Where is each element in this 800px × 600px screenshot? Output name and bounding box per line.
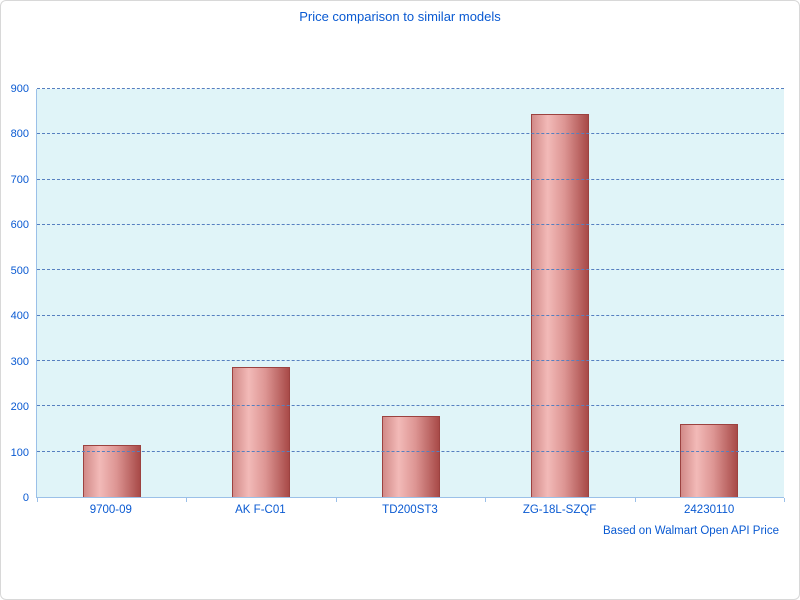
x-axis-label: AK F-C01 <box>235 504 286 516</box>
x-axis-label: TD200ST3 <box>382 504 438 516</box>
gridline <box>37 269 784 271</box>
gridline <box>37 133 784 135</box>
y-axis-labels: 0 100 200 300 400 500 600 700 800 900 <box>1 83 31 504</box>
x-axis-labels: 9700-09 AK F-C01 TD200ST3 ZG-18L-SZQF 242301… <box>36 504 784 516</box>
y-tick-label: 600 <box>10 219 29 232</box>
x-axis-tick <box>485 498 487 502</box>
bar-slot <box>37 89 186 497</box>
x-axis-label: 9700-09 <box>89 504 132 516</box>
y-tick-label: 400 <box>10 310 29 323</box>
chart-title: Price comparison to similar models <box>299 9 501 24</box>
gridline <box>37 314 784 316</box>
y-tick-label: 100 <box>10 446 29 459</box>
bars-container <box>37 89 784 497</box>
x-axis-label: 24230110 <box>684 504 735 516</box>
bar-9700-09 <box>82 444 141 497</box>
y-tick-label: 800 <box>10 128 29 141</box>
y-tick-label: 200 <box>10 401 29 414</box>
y-tick-label: 0 <box>22 492 29 504</box>
gridline <box>37 224 784 226</box>
bar-slot <box>485 89 634 497</box>
gridline <box>37 450 784 452</box>
gridline <box>37 405 784 407</box>
bar-slot <box>186 89 335 497</box>
x-axis-tick <box>37 498 38 502</box>
gridline <box>37 360 784 362</box>
x-axis-tick <box>784 498 785 502</box>
bar-slot <box>336 89 485 497</box>
x-axis-tick <box>634 498 636 502</box>
gridline <box>37 88 784 89</box>
y-tick-label: 300 <box>10 355 29 368</box>
x-axis-tick <box>186 498 188 502</box>
bar-slot <box>635 89 784 497</box>
bar-ZG-18L-SZQF <box>530 113 589 497</box>
x-axis-tick <box>335 498 337 502</box>
gridline <box>37 178 784 180</box>
bar-24230110 <box>680 424 739 497</box>
bar-AK F-C01 <box>232 366 291 497</box>
y-tick-label: 900 <box>10 83 29 95</box>
plot-area <box>36 88 785 502</box>
footer-note: Based on Walmart Open API Price <box>603 525 779 537</box>
y-tick-label: 500 <box>10 264 29 277</box>
x-axis-label: ZG-18L-SZQF <box>522 504 597 516</box>
bar-TD200ST3 <box>381 416 440 497</box>
y-tick-label: 700 <box>10 173 29 186</box>
